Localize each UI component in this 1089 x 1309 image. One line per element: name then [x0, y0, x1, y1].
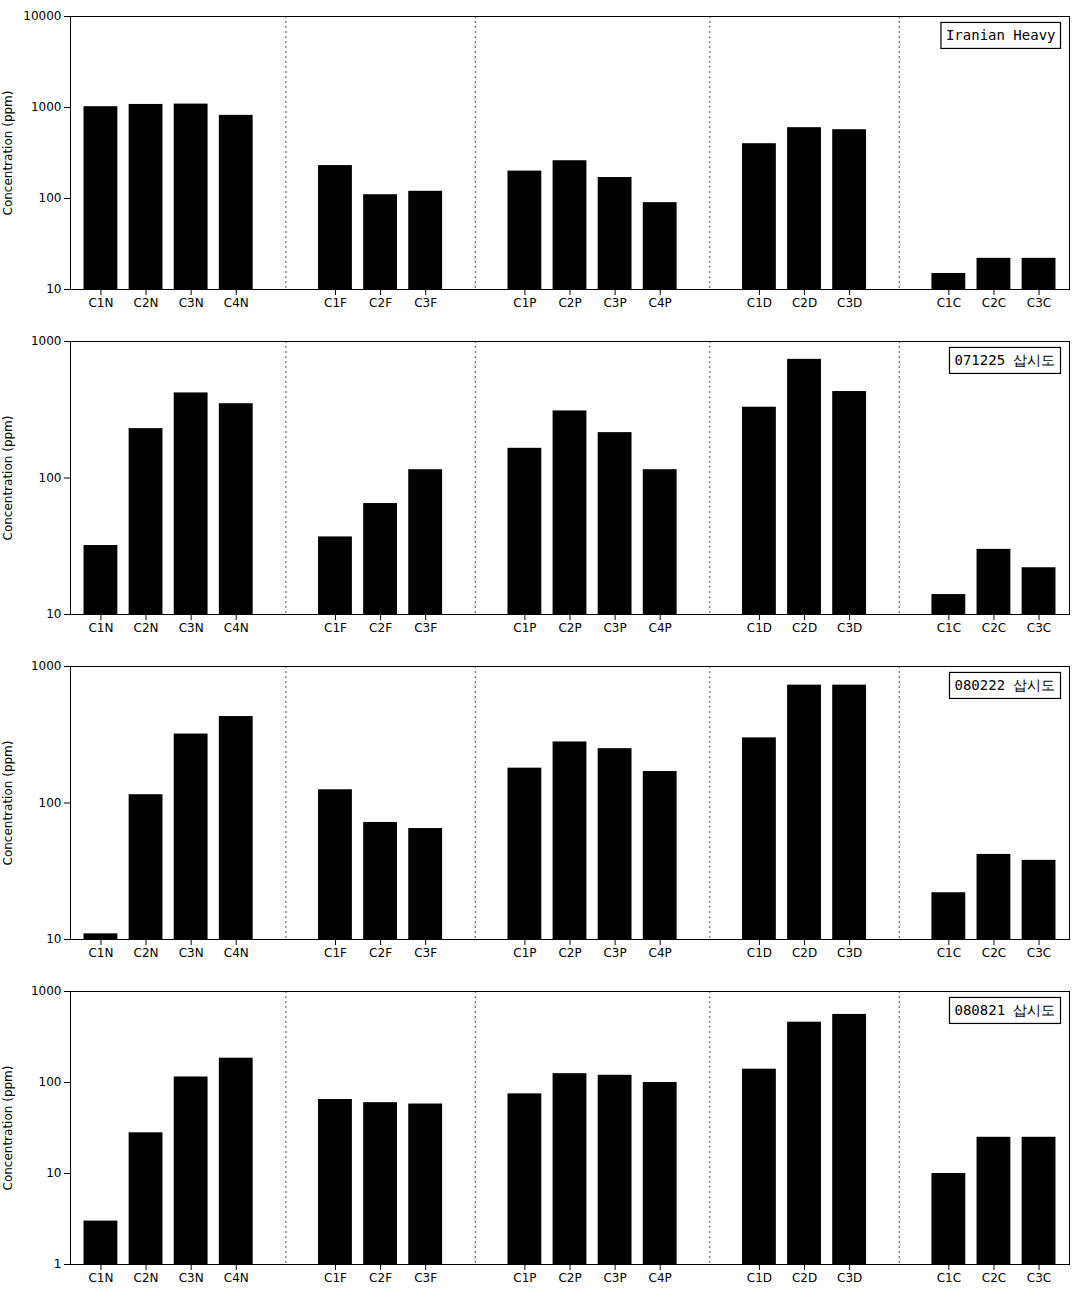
svg-text:C3P: C3P	[603, 946, 626, 960]
svg-text:C3N: C3N	[179, 1271, 204, 1285]
svg-text:C1D: C1D	[747, 621, 772, 635]
svg-text:C2C: C2C	[982, 946, 1006, 960]
svg-text:Concentration (ppm): Concentration (ppm)	[1, 416, 15, 541]
svg-text:C2F: C2F	[369, 946, 392, 960]
svg-text:C2D: C2D	[792, 296, 817, 310]
svg-text:C3D: C3D	[837, 296, 862, 310]
svg-text:C2P: C2P	[558, 946, 581, 960]
svg-text:C2N: C2N	[134, 1271, 159, 1285]
svg-text:C2F: C2F	[369, 621, 392, 635]
svg-text:10000: 10000	[23, 9, 61, 23]
svg-text:C1N: C1N	[88, 946, 113, 960]
svg-text:10: 10	[46, 282, 61, 296]
svg-text:1000: 1000	[31, 659, 62, 673]
svg-text:Concentration (ppm): Concentration (ppm)	[1, 741, 15, 866]
svg-text:C1D: C1D	[747, 1271, 772, 1285]
svg-text:C1P: C1P	[513, 621, 536, 635]
svg-text:100: 100	[39, 1075, 62, 1089]
svg-text:Concentration (ppm): Concentration (ppm)	[1, 91, 15, 216]
svg-text:071225 삽시도: 071225 삽시도	[954, 352, 1055, 368]
svg-text:C3P: C3P	[603, 296, 626, 310]
svg-text:C1D: C1D	[747, 296, 772, 310]
svg-text:1000: 1000	[31, 100, 62, 114]
svg-text:10: 10	[46, 607, 61, 621]
svg-text:C4P: C4P	[649, 946, 672, 960]
svg-text:100: 100	[39, 191, 62, 205]
svg-text:C1P: C1P	[513, 1271, 536, 1285]
svg-text:1000: 1000	[31, 334, 62, 348]
svg-text:C4N: C4N	[224, 296, 249, 310]
svg-text:C1C: C1C	[937, 296, 961, 310]
svg-text:C2C: C2C	[982, 296, 1006, 310]
svg-text:C1F: C1F	[324, 296, 347, 310]
svg-text:C1F: C1F	[324, 1271, 347, 1285]
svg-text:1: 1	[54, 1257, 62, 1271]
svg-text:C3C: C3C	[1027, 1271, 1051, 1285]
svg-text:C1D: C1D	[747, 946, 772, 960]
svg-text:C2C: C2C	[982, 621, 1006, 635]
svg-text:C1N: C1N	[88, 296, 113, 310]
svg-text:C3P: C3P	[603, 1271, 626, 1285]
svg-text:C3F: C3F	[414, 621, 437, 635]
svg-text:100: 100	[39, 471, 62, 485]
svg-text:C4P: C4P	[649, 621, 672, 635]
svg-text:C1N: C1N	[88, 621, 113, 635]
svg-text:C4P: C4P	[649, 1271, 672, 1285]
svg-text:C4N: C4N	[224, 1271, 249, 1285]
svg-text:C1P: C1P	[513, 946, 536, 960]
svg-text:C2N: C2N	[134, 946, 159, 960]
svg-text:C1N: C1N	[88, 1271, 113, 1285]
svg-text:Concentration (ppm): Concentration (ppm)	[1, 1066, 15, 1191]
svg-text:080222 삽시도: 080222 삽시도	[954, 677, 1055, 693]
svg-text:C2P: C2P	[558, 621, 581, 635]
svg-text:1000: 1000	[31, 984, 62, 998]
svg-text:C2D: C2D	[792, 1271, 817, 1285]
svg-text:C3N: C3N	[179, 946, 204, 960]
svg-text:C3D: C3D	[837, 1271, 862, 1285]
svg-text:C1F: C1F	[324, 621, 347, 635]
svg-text:C4N: C4N	[224, 946, 249, 960]
svg-text:C3C: C3C	[1027, 296, 1051, 310]
svg-text:C2D: C2D	[792, 946, 817, 960]
svg-text:C3P: C3P	[603, 621, 626, 635]
svg-text:C1C: C1C	[937, 621, 961, 635]
svg-text:C2N: C2N	[134, 296, 159, 310]
svg-text:C2N: C2N	[134, 621, 159, 635]
svg-text:C2P: C2P	[558, 296, 581, 310]
svg-text:C4P: C4P	[649, 296, 672, 310]
svg-text:C3C: C3C	[1027, 946, 1051, 960]
svg-text:C2F: C2F	[369, 1271, 392, 1285]
svg-text:C3F: C3F	[414, 1271, 437, 1285]
svg-text:C3F: C3F	[414, 946, 437, 960]
svg-text:C3N: C3N	[179, 621, 204, 635]
svg-text:C3D: C3D	[837, 621, 862, 635]
svg-text:C3D: C3D	[837, 946, 862, 960]
svg-text:Iranian Heavy: Iranian Heavy	[946, 27, 1056, 43]
svg-text:080821 삽시도: 080821 삽시도	[954, 1002, 1055, 1018]
svg-text:C1C: C1C	[937, 1271, 961, 1285]
svg-text:C3F: C3F	[414, 296, 437, 310]
svg-text:C3C: C3C	[1027, 621, 1051, 635]
svg-text:10: 10	[46, 1166, 61, 1180]
svg-text:C1P: C1P	[513, 296, 536, 310]
svg-text:10: 10	[46, 932, 61, 946]
svg-text:C1F: C1F	[324, 946, 347, 960]
svg-text:C4N: C4N	[224, 621, 249, 635]
svg-text:C2P: C2P	[558, 1271, 581, 1285]
svg-text:100: 100	[39, 796, 62, 810]
svg-text:C3N: C3N	[179, 296, 204, 310]
svg-text:C2C: C2C	[982, 1271, 1006, 1285]
svg-text:C2D: C2D	[792, 621, 817, 635]
svg-text:C1C: C1C	[937, 946, 961, 960]
svg-text:C2F: C2F	[369, 296, 392, 310]
